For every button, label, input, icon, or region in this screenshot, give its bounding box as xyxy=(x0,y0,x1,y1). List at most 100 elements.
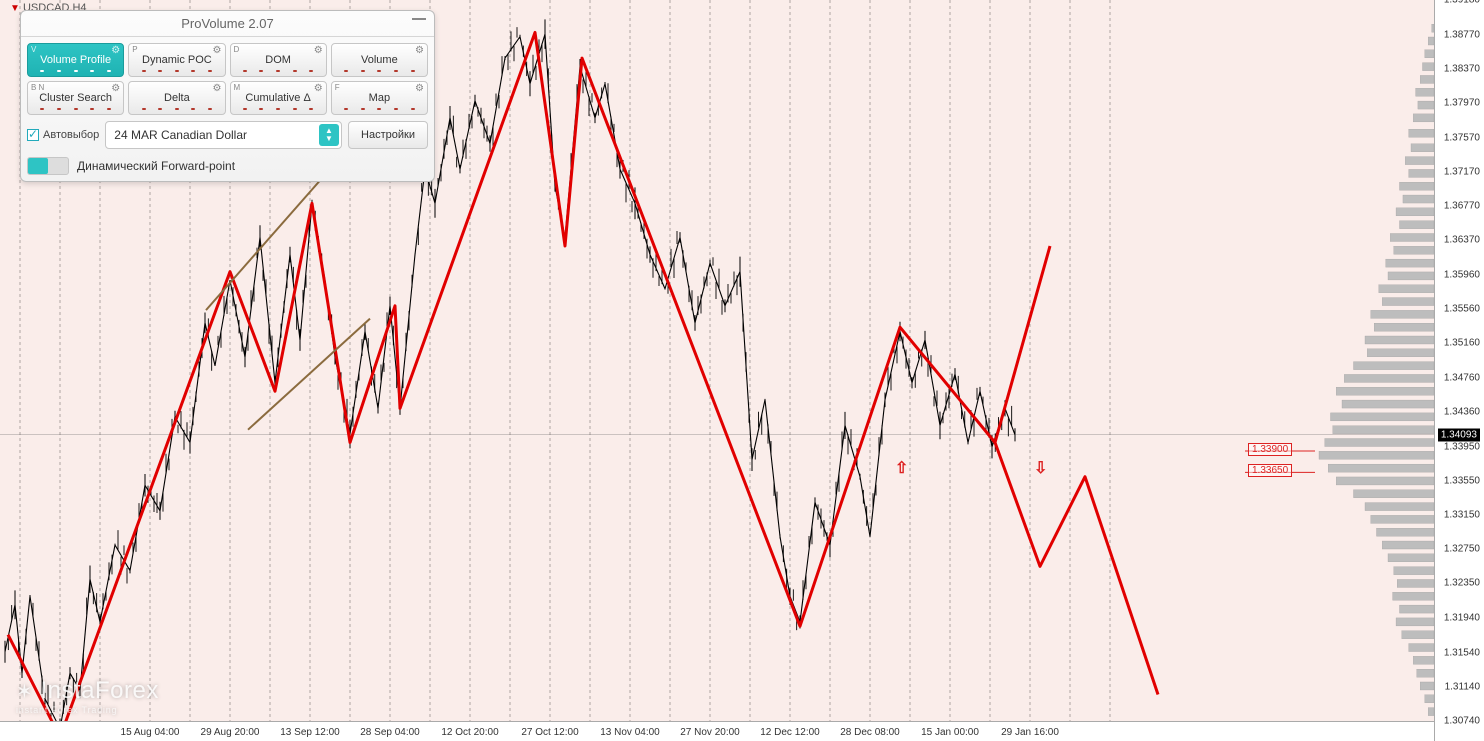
contract-value: 24 MAR Canadian Dollar xyxy=(114,128,247,142)
x-tick-label: 28 Dec 08:00 xyxy=(840,727,900,738)
forward-toggle[interactable] xyxy=(27,157,69,175)
y-tick-label: 1.38370 xyxy=(1444,64,1480,75)
gear-icon[interactable]: ⚙ xyxy=(415,45,424,56)
tool-dots-icon xyxy=(135,108,218,112)
y-tick-label: 1.31940 xyxy=(1444,613,1480,624)
tool-label: Map xyxy=(369,92,390,104)
level-label: 1.33900 xyxy=(1248,443,1292,456)
contract-row: Автовыбор 24 MAR Canadian Dollar ▲▼ Наст… xyxy=(27,121,428,149)
y-tick-label: 1.33150 xyxy=(1444,510,1480,521)
x-tick-label: 29 Jan 16:00 xyxy=(1001,727,1059,738)
y-tick-label: 1.38770 xyxy=(1444,30,1480,41)
tool-button-delta[interactable]: ⚙ Delta xyxy=(128,81,225,115)
down-arrow-icon: ⇩ xyxy=(1034,458,1047,478)
forward-toggle-row: Динамический Forward-point xyxy=(27,157,428,175)
tool-label: Cluster Search xyxy=(39,92,112,104)
y-tick-label: 1.30740 xyxy=(1444,716,1480,727)
autoselect-label: Автовыбор xyxy=(43,129,99,141)
tool-button-dynamic-poc[interactable]: P ⚙Dynamic POC xyxy=(128,43,225,77)
tool-button-volume-profile[interactable]: V ⚙Volume Profile xyxy=(27,43,124,77)
y-tick-label: 1.37970 xyxy=(1444,98,1480,109)
tool-row-1: V⚙Volume ProfileP⚙Dynamic POCD⚙DOM⚙Volum… xyxy=(27,43,428,77)
y-tick-label: 1.33950 xyxy=(1444,441,1480,452)
watermark-logo: ✶ InstaForex instant Forex Trading xyxy=(16,677,159,715)
gear-icon[interactable]: ⚙ xyxy=(111,83,120,94)
gear-icon[interactable]: ⚙ xyxy=(111,45,120,56)
y-tick-label: 1.34760 xyxy=(1444,372,1480,383)
settings-label: Настройки xyxy=(361,129,415,141)
gear-icon[interactable]: ⚙ xyxy=(415,83,424,94)
tool-hint: B N xyxy=(31,83,44,92)
tool-dots-icon xyxy=(135,70,218,74)
tool-dots-icon xyxy=(237,70,320,74)
select-spinner-icon[interactable]: ▲▼ xyxy=(319,124,339,146)
tool-row-2: B N⚙Cluster Search⚙DeltaM⚙Cumulative ΔF⚙… xyxy=(27,81,428,115)
x-tick-label: 29 Aug 20:00 xyxy=(201,727,260,738)
tool-hint: D xyxy=(234,45,240,54)
chart-title-arrow-icon: ▼ xyxy=(10,3,20,14)
logo-star-icon: ✶ xyxy=(16,681,33,703)
y-tick-label: 1.37170 xyxy=(1444,166,1480,177)
up-arrow-icon: ⇧ xyxy=(895,458,908,478)
x-tick-label: 15 Aug 04:00 xyxy=(121,727,180,738)
y-tick-label: 1.36370 xyxy=(1444,235,1480,246)
panel-titlebar[interactable]: ProVolume 2.07 xyxy=(21,11,434,37)
x-tick-label: 12 Dec 12:00 xyxy=(760,727,820,738)
gear-icon[interactable]: ⚙ xyxy=(213,83,222,94)
tool-button-volume[interactable]: ⚙ Volume xyxy=(331,43,428,77)
y-tick-label: 1.35560 xyxy=(1444,304,1480,315)
x-tick-label: 28 Sep 04:00 xyxy=(360,727,420,738)
gear-icon[interactable]: ⚙ xyxy=(314,45,323,56)
x-tick-label: 12 Oct 20:00 xyxy=(441,727,498,738)
x-tick-label: 13 Sep 12:00 xyxy=(280,727,340,738)
tool-label: Volume xyxy=(361,54,398,66)
y-tick-label: 1.31540 xyxy=(1444,647,1480,658)
gear-icon[interactable]: ⚙ xyxy=(213,45,222,56)
chart-root: 1.39180 1.38770 1.38370 1.37970 1.37570 1.371… xyxy=(0,0,1484,741)
x-axis: 15 Aug 04:00 29 Aug 20:00 13 Sep 12:00 28 S… xyxy=(0,721,1434,741)
y-axis: 1.39180 1.38770 1.38370 1.37970 1.37570 1.371… xyxy=(1434,0,1484,741)
tool-hint: M xyxy=(234,83,241,92)
y-tick-label: 1.35960 xyxy=(1444,270,1480,281)
y-tick-label: 1.31140 xyxy=(1445,681,1480,692)
tool-label: Dynamic POC xyxy=(142,54,212,66)
tool-hint: F xyxy=(335,83,340,92)
y-tick-label: 1.33550 xyxy=(1444,475,1480,486)
panel-title-text: ProVolume 2.07 xyxy=(181,16,274,31)
tool-hint: V xyxy=(31,45,36,54)
gear-icon[interactable]: ⚙ xyxy=(314,83,323,94)
settings-button[interactable]: Настройки xyxy=(348,121,428,149)
forward-label: Динамический Forward-point xyxy=(77,159,235,173)
y-tick-label: 1.35160 xyxy=(1444,338,1480,349)
tool-label: Delta xyxy=(164,92,190,104)
contract-select[interactable]: 24 MAR Canadian Dollar ▲▼ xyxy=(105,121,342,149)
tool-button-map[interactable]: F ⚙ Map xyxy=(331,81,428,115)
tool-dots-icon xyxy=(34,70,117,74)
tool-label: DOM xyxy=(265,54,291,66)
tool-hint: P xyxy=(132,45,137,54)
tool-dots-icon xyxy=(338,108,421,112)
tool-button-dom[interactable]: D ⚙ DOM xyxy=(230,43,327,77)
tool-button-cluster-search[interactable]: B N ⚙Cluster Search xyxy=(27,81,124,115)
x-tick-label: 27 Nov 20:00 xyxy=(680,727,740,738)
tool-label: Volume Profile xyxy=(40,54,111,66)
panel-minimize-icon[interactable] xyxy=(412,18,426,20)
y-tick-label: 1.39180 xyxy=(1444,0,1480,6)
y-tick-label: 1.34360 xyxy=(1444,406,1480,417)
y-tick-label: 1.37570 xyxy=(1444,132,1480,143)
y-tick-label: 1.32750 xyxy=(1444,544,1480,555)
logo-brand: InstaForex xyxy=(40,677,158,704)
y-tick-label: 1.36770 xyxy=(1444,200,1480,211)
logo-tagline: instant Forex Trading xyxy=(16,705,159,715)
tool-dots-icon xyxy=(34,108,117,112)
x-tick-label: 13 Nov 04:00 xyxy=(600,727,660,738)
current-price-tag: 1.34093 xyxy=(1438,428,1480,441)
x-tick-label: 15 Jan 00:00 xyxy=(921,727,979,738)
x-tick-label: 27 Oct 12:00 xyxy=(521,727,578,738)
autoselect-checkbox[interactable]: Автовыбор xyxy=(27,129,99,141)
y-tick-label: 1.32350 xyxy=(1444,578,1480,589)
provolume-panel: ProVolume 2.07 V⚙Volume ProfileP⚙Dynamic… xyxy=(20,10,435,182)
panel-body: V⚙Volume ProfileP⚙Dynamic POCD⚙DOM⚙Volum… xyxy=(21,37,434,181)
tool-button-cumulative-[interactable]: M⚙Cumulative Δ xyxy=(230,81,327,115)
level-label: 1.33650 xyxy=(1248,464,1292,477)
